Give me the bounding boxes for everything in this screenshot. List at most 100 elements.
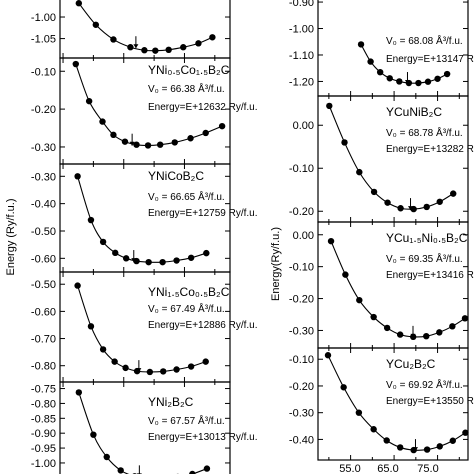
compound-label: YNi₁.₅Co₀.₅B₂C	[148, 285, 230, 299]
equilibrium-arrowhead	[404, 80, 410, 85]
fit-curve	[78, 2, 213, 52]
data-point	[90, 431, 97, 438]
data-point	[87, 323, 95, 330]
y-tick-label: -0.75	[31, 384, 56, 396]
data-point	[356, 168, 363, 176]
data-point	[384, 199, 391, 206]
y-tick-label: -0.20	[289, 206, 314, 218]
data-point	[424, 78, 432, 85]
data-point	[436, 329, 443, 336]
equilibrium-arrowhead	[410, 333, 416, 338]
data-point	[367, 58, 374, 65]
y-tick-label: -0.30	[31, 171, 56, 183]
fit-curve	[78, 392, 208, 474]
data-point	[462, 429, 469, 436]
data-point	[141, 47, 148, 54]
data-point	[324, 352, 332, 359]
x-tick-label-75: 75.0	[417, 463, 438, 474]
compound-label: YNi₂B₂C	[148, 395, 194, 409]
data-point	[397, 205, 404, 212]
data-point	[87, 216, 95, 224]
data-point	[449, 323, 456, 330]
data-point	[173, 366, 180, 373]
data-point	[180, 44, 187, 51]
data-point	[396, 331, 404, 338]
y-tick-label: -1.05	[31, 473, 56, 474]
energy-label: Energy=E+12632 Ry/f.u.	[148, 102, 258, 113]
y-tick-label: -0.50	[31, 279, 56, 291]
y-tick-label: -0.10	[289, 163, 314, 175]
data-point	[342, 271, 349, 278]
equilibrium-arrowhead	[131, 258, 137, 263]
data-point	[75, 0, 83, 7]
y-tick-label: -1.00	[31, 12, 56, 24]
data-point	[103, 453, 110, 461]
equilibrium-arrowhead	[412, 447, 418, 452]
fit-curve	[328, 105, 454, 210]
data-point	[75, 389, 83, 396]
equilibrium-arrowhead	[129, 141, 135, 146]
data-point	[355, 409, 363, 416]
data-point	[203, 249, 210, 257]
data-point	[187, 254, 195, 261]
data-point	[376, 68, 384, 76]
panel-frame	[317, 347, 469, 461]
panel-frame	[317, 0, 469, 97]
panel-3: -0.30 -0.40 -0.50 -0.60 YNiCoB₂C V₀ = 66.65 Å…	[31, 163, 258, 273]
data-point	[396, 78, 403, 85]
y-tick-label: -0.80	[31, 398, 56, 410]
equilibrium-arrowhead	[408, 206, 414, 211]
energy-label: Energy=E+13147 Ry/f.u.	[386, 54, 474, 65]
x-tick-label-55: 55.0	[339, 463, 360, 474]
equilibrium-arrowhead	[133, 44, 139, 49]
data-point	[443, 70, 451, 78]
panel-1: -0.95 -1.00 -1.05	[31, 0, 231, 59]
data-point	[110, 36, 117, 43]
y-axis-title-left: Energy (Ry/f.u.)	[5, 198, 17, 275]
v0-label: V₀ = 66.38 Å³/f.u.	[148, 82, 225, 95]
data-point	[111, 358, 118, 365]
data-point	[423, 203, 430, 211]
data-point	[195, 40, 202, 47]
y-tick-label: -0.60	[31, 306, 56, 318]
data-point	[209, 34, 216, 41]
v0-label: V₀ = 67.49 Å³/f.u.	[148, 302, 225, 315]
data-point	[202, 358, 209, 365]
data-point	[436, 443, 443, 450]
energy-label: Energy=E+13416 Ry/f.u.	[386, 270, 474, 281]
data-point	[127, 44, 134, 51]
data-point	[383, 324, 391, 332]
data-point	[449, 437, 456, 444]
data-point	[173, 257, 180, 264]
fit-curve	[360, 44, 448, 84]
data-point	[386, 75, 393, 82]
energy-label: Energy=E+13550 Ry/f.u.	[386, 396, 474, 407]
compound-label: YCuNiB₂C	[386, 105, 442, 119]
data-point	[461, 315, 469, 322]
y-tick-label: 0.00	[293, 120, 314, 132]
data-point	[145, 258, 152, 266]
y-tick-label: -1.00	[31, 458, 56, 470]
y-tick-label: -0.30	[31, 142, 56, 154]
data-point	[187, 135, 194, 142]
y-tick-label: -0.50	[31, 226, 56, 238]
panel-8: 0.00 -0.10 -0.20 -0.30 YCu₁.₅Ni₀.₅B₂C V₀ = 69…	[289, 221, 474, 349]
y-tick-label: -0.90	[289, 0, 314, 9]
data-point	[160, 368, 167, 375]
y-axis-title-right: Energy(Ry/f.u.)	[270, 227, 282, 301]
data-point	[122, 255, 130, 262]
panel-6: -0.90 -1.00 -1.10 -1.20 V₀ = 68.08 Å³/f.u. En…	[289, 0, 474, 97]
panel-9: -0.10 -0.20 -0.30 -0.40 YCu₂B₂C V₀ = 69.92 Å³…	[289, 347, 474, 461]
data-point	[423, 446, 431, 453]
data-point	[340, 384, 347, 391]
y-tick-label: -0.10	[289, 262, 314, 274]
y-tick-label: -0.60	[31, 253, 56, 265]
v0-label: V₀ = 69.92 Å³/f.u.	[386, 378, 463, 391]
v0-label: V₀ = 66.65 Å³/f.u.	[148, 190, 225, 203]
data-point	[171, 139, 178, 146]
panel-frame	[59, 381, 231, 474]
data-point	[327, 237, 335, 245]
y-tick-label: 0.00	[293, 230, 314, 242]
data-point	[396, 444, 404, 451]
